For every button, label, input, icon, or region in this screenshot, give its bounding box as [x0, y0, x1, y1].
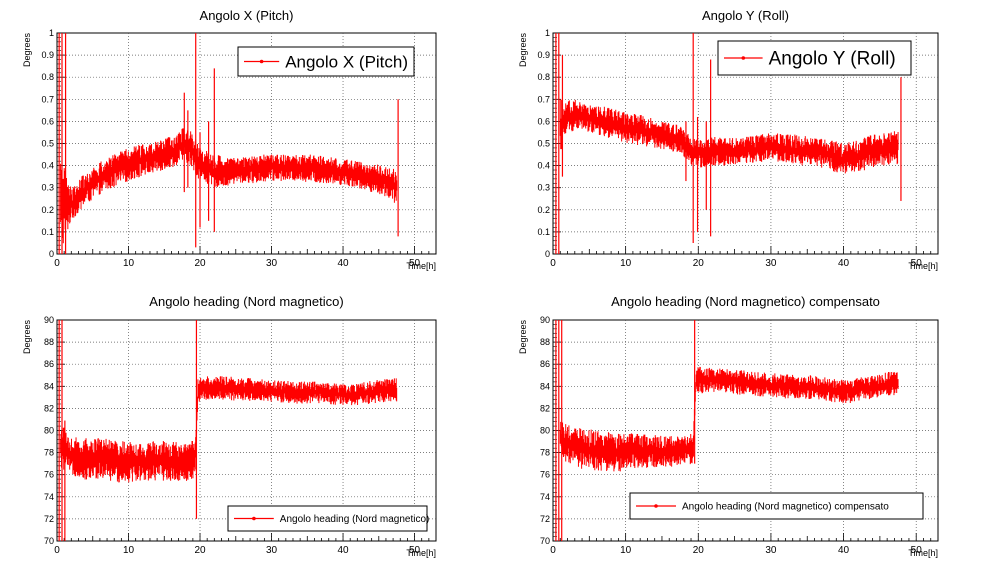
legend-label: Angolo heading (Nord magnetico) [280, 514, 430, 525]
x-axis-label: Time[h] [406, 261, 436, 271]
legend-box [227, 505, 428, 532]
y-tick-label: 0.9 [41, 50, 54, 60]
y-tick-label: 74 [44, 492, 54, 502]
x-tick-label: 10 [620, 545, 632, 556]
chart-panel: Angolo heading (Nord magnetico) compensa… [518, 294, 939, 558]
y-tick-label: 0.3 [41, 183, 54, 193]
y-axis-label: Degrees [518, 320, 528, 355]
y-tick-label: 0.1 [41, 227, 54, 237]
series-band [60, 128, 398, 244]
x-tick-label: 10 [123, 545, 135, 556]
y-tick-label: 82 [540, 403, 550, 413]
legend-label: Angolo Y (Roll) [769, 49, 896, 70]
y-tick-label: 0.1 [537, 227, 550, 237]
y-tick-label: 76 [540, 470, 550, 480]
x-tick-label: 10 [620, 258, 632, 269]
legend-label: Angolo X (Pitch) [285, 52, 408, 71]
chart-title: Angolo X (Pitch) [200, 8, 294, 23]
y-tick-label: 0.4 [537, 161, 550, 171]
chart-panel: Angolo heading (Nord magnetico) 0 10 20 30 40… [22, 294, 437, 558]
y-tick-label: 86 [44, 359, 54, 369]
y-tick-label: 86 [540, 359, 550, 369]
x-tick-label: 0 [550, 258, 556, 269]
y-tick-label: 80 [540, 426, 550, 436]
x-tick-label: 40 [337, 545, 349, 556]
y-tick-label: 88 [540, 337, 550, 347]
x-tick-label: 20 [194, 258, 206, 269]
y-tick-label: 72 [540, 514, 550, 524]
x-tick-label: 50 [409, 545, 421, 556]
y-tick-label: 0.6 [537, 116, 550, 126]
y-axis-label: Degrees [22, 33, 32, 68]
y-tick-label: 0.4 [41, 161, 54, 171]
x-tick-label: 40 [337, 258, 349, 269]
chart-title: Angolo heading (Nord magnetico) compensa… [611, 294, 880, 309]
y-tick-label: 74 [540, 492, 550, 502]
legend-marker [259, 59, 264, 64]
x-tick-label: 30 [765, 258, 777, 269]
y-tick-label: 72 [44, 514, 54, 524]
y-tick-label: 0 [49, 249, 54, 259]
x-tick-label: 0 [54, 258, 60, 269]
x-tick-label: 20 [194, 545, 206, 556]
y-tick-label: 0.3 [537, 183, 550, 193]
x-tick-label: 10 [123, 258, 135, 269]
y-tick-label: 0.2 [41, 205, 54, 215]
y-tick-label: 70 [44, 536, 54, 546]
y-axis-label: Degrees [518, 33, 528, 68]
y-tick-label: 78 [44, 448, 54, 458]
y-tick-label: 1 [545, 28, 550, 38]
y-tick-label: 84 [44, 381, 54, 391]
x-tick-label: 40 [838, 258, 850, 269]
x-tick-label: 20 [693, 258, 705, 269]
x-axis-label: Time[h] [908, 261, 938, 271]
x-tick-label: 50 [911, 545, 923, 556]
legend-marker [252, 516, 256, 521]
x-tick-label: 30 [266, 258, 278, 269]
legend-box [629, 492, 924, 520]
x-tick-label: 50 [409, 258, 421, 269]
y-tick-label: 0.2 [537, 205, 550, 215]
y-tick-label: 0.8 [41, 72, 54, 82]
x-tick-label: 40 [838, 545, 850, 556]
series-band [60, 376, 398, 483]
legend-label: Angolo heading (Nord magnetico) compensa… [682, 502, 889, 513]
series-band [559, 366, 899, 472]
y-tick-label: 76 [44, 470, 54, 480]
y-tick-label: 0.5 [41, 139, 54, 149]
x-axis-label: Time[h] [908, 548, 938, 558]
y-tick-label: 0.8 [537, 72, 550, 82]
y-tick-label: 78 [540, 448, 550, 458]
y-tick-label: 80 [44, 426, 54, 436]
legend-marker [654, 504, 658, 508]
y-tick-label: 0 [545, 249, 550, 259]
legend-marker [741, 56, 746, 60]
x-tick-label: 50 [911, 258, 923, 269]
y-tick-label: 82 [44, 403, 54, 413]
y-tick-label: 70 [540, 536, 550, 546]
x-tick-label: 0 [550, 545, 556, 556]
y-tick-label: 88 [44, 337, 54, 347]
chart-panel: Angolo X (Pitch) 0 10 20 30 40 50 0 0.1 0.2 0.3 0.4… [22, 8, 437, 271]
chart-title: Angolo Y (Roll) [702, 8, 789, 23]
y-tick-label: 0.7 [41, 94, 54, 104]
y-tick-label: 0.9 [537, 50, 550, 60]
x-tick-label: 30 [765, 545, 777, 556]
x-tick-label: 30 [266, 545, 278, 556]
x-axis-label: Time[h] [406, 548, 436, 558]
y-tick-label: 0.6 [41, 116, 54, 126]
y-tick-label: 90 [44, 315, 54, 325]
y-tick-label: 90 [540, 315, 550, 325]
chart-panel: Angolo Y (Roll) 0 10 20 30 40 50 0 0.1 0.2 0.3 0.4 0… [518, 8, 939, 271]
x-tick-label: 0 [54, 545, 60, 556]
y-tick-label: 0.5 [537, 139, 550, 149]
y-tick-label: 1 [49, 28, 54, 38]
y-tick-label: 0.7 [537, 94, 550, 104]
y-axis-label: Degrees [22, 320, 32, 355]
x-tick-label: 20 [693, 545, 705, 556]
chart-title: Angolo heading (Nord magnetico) [149, 294, 343, 309]
y-tick-label: 84 [540, 381, 550, 391]
